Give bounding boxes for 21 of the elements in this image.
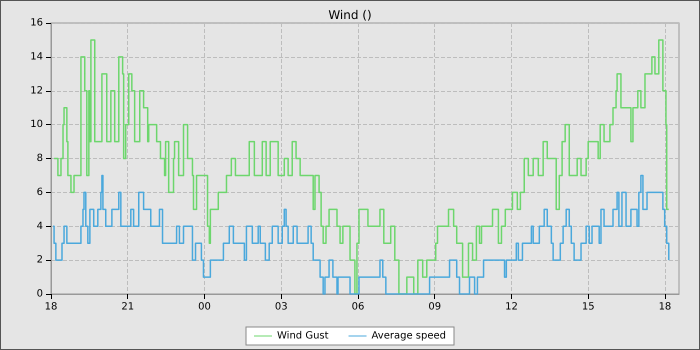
legend-label: Wind Gust <box>277 330 329 342</box>
x-tick-label: 18 <box>44 302 58 312</box>
y-tick-label: 2 <box>36 254 43 266</box>
x-tick-label: 18 <box>658 302 672 312</box>
x-tick-label: 09 <box>428 302 442 312</box>
y-tick-label: 12 <box>30 85 43 96</box>
x-tick-label: 21 <box>121 302 134 312</box>
y-tick-label: 8 <box>36 153 43 164</box>
x-tick-label: 00 <box>198 302 211 312</box>
y-tick-label: 4 <box>36 220 43 232</box>
x-tick-label: 15 <box>582 302 595 312</box>
x-tick-label: 12 <box>505 302 518 312</box>
x-tick-label: 03 <box>274 302 288 312</box>
y-tick-label: 10 <box>30 119 43 130</box>
y-tick-label: 6 <box>36 186 43 198</box>
y-tick-label: 14 <box>30 51 43 62</box>
legend-label: Average speed <box>372 330 446 342</box>
chart-title: Wind () <box>328 8 372 22</box>
y-tick-label: 16 <box>30 18 43 28</box>
y-tick-label: 0 <box>36 288 43 300</box>
x-tick-label: 06 <box>352 302 364 312</box>
